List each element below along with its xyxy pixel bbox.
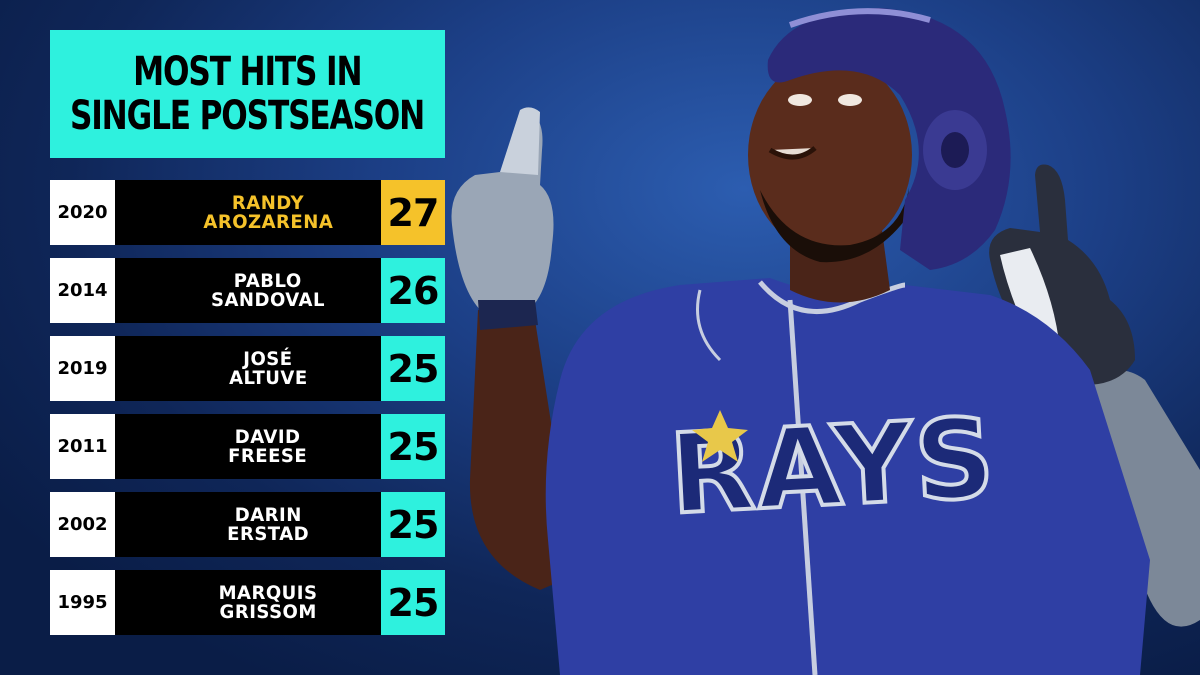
player-last-name: AROZARENA bbox=[203, 210, 333, 233]
row-hits: 25 bbox=[381, 570, 445, 635]
player-last-name: FREESE bbox=[228, 444, 308, 467]
row-year: 2002 bbox=[50, 492, 115, 557]
player-first-name: MARQUIS bbox=[218, 581, 318, 604]
player-first-name: JOSÉ bbox=[243, 347, 293, 370]
leaderboard-row: 2019 JOSÉ ALTUVE 25 bbox=[50, 336, 445, 401]
row-year: 2020 bbox=[50, 180, 115, 245]
player-first-name: PABLO bbox=[234, 269, 302, 292]
row-hits: 25 bbox=[381, 492, 445, 557]
player-last-name: SANDOVAL bbox=[211, 288, 325, 311]
row-hits: 25 bbox=[381, 414, 445, 479]
leaderboard-row: 2014 PABLO SANDOVAL 26 bbox=[50, 258, 445, 323]
leaderboard-row: 1995 MARQUIS GRISSOM 25 bbox=[50, 570, 445, 635]
player-first-name: RANDY bbox=[231, 191, 305, 214]
player-first-name: DARIN bbox=[234, 503, 302, 526]
row-player-name: DARIN ERSTAD bbox=[115, 492, 381, 557]
leaderboard-row: 2002 DARIN ERSTAD 25 bbox=[50, 492, 445, 557]
leaderboard-row: 2011 DAVID FREESE 25 bbox=[50, 414, 445, 479]
row-hits: 26 bbox=[381, 258, 445, 323]
row-player-name: PABLO SANDOVAL bbox=[115, 258, 381, 323]
row-hits: 25 bbox=[381, 336, 445, 401]
row-player-name: RANDY AROZARENA bbox=[115, 180, 381, 245]
row-player-name: JOSÉ ALTUVE bbox=[115, 336, 381, 401]
player-last-name: ALTUVE bbox=[228, 366, 308, 389]
row-player-name: MARQUIS GRISSOM bbox=[115, 570, 381, 635]
title-line-1: MOST HITS IN bbox=[133, 49, 362, 95]
row-year: 2019 bbox=[50, 336, 115, 401]
leaderboard-row: 2020 RANDY AROZARENA 27 bbox=[50, 180, 445, 245]
player-last-name: ERSTAD bbox=[227, 522, 309, 545]
title-banner: MOST HITS IN SINGLE POSTSEASON bbox=[50, 30, 445, 158]
row-year: 1995 bbox=[50, 570, 115, 635]
row-year: 2011 bbox=[50, 414, 115, 479]
title-line-2: SINGLE POSTSEASON bbox=[70, 93, 425, 139]
row-player-name: DAVID FREESE bbox=[115, 414, 381, 479]
player-photo-icon: RAYS bbox=[451, 8, 1200, 675]
player-last-name: GRISSOM bbox=[219, 600, 317, 623]
row-hits: 27 bbox=[381, 180, 445, 245]
jersey-wordmark: RAYS bbox=[667, 394, 999, 539]
player-first-name: DAVID bbox=[235, 425, 301, 448]
row-year: 2014 bbox=[50, 258, 115, 323]
